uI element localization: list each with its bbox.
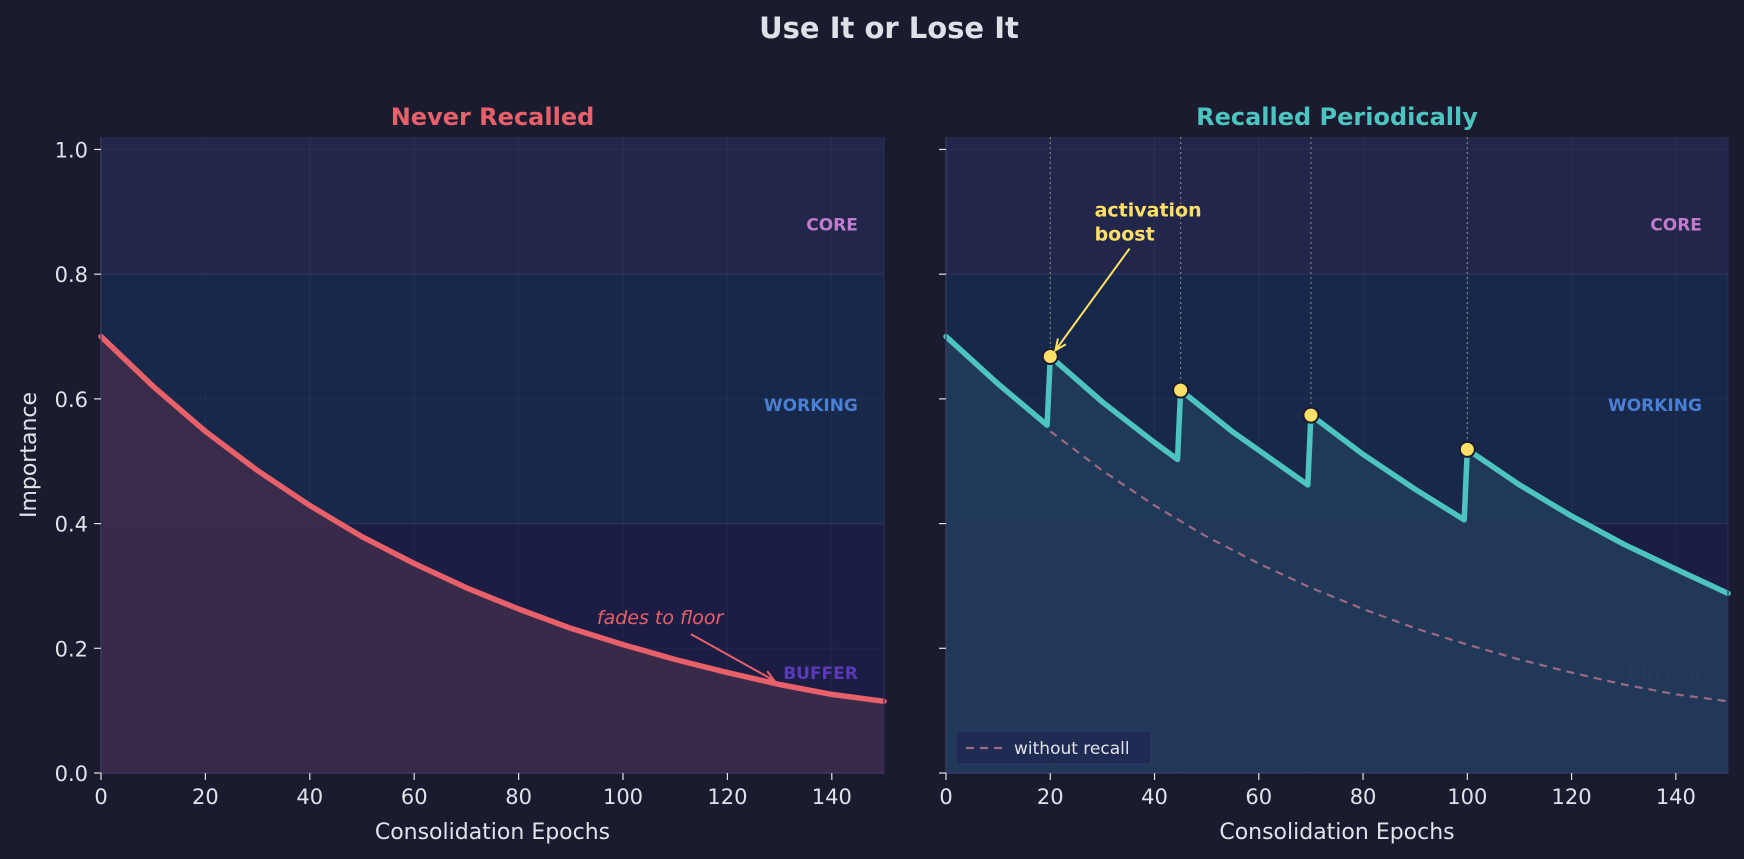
x-tick-label: 80 <box>505 785 532 809</box>
x-axis-label: Consolidation Epochs <box>375 820 610 845</box>
x-tick-label: 140 <box>812 785 852 809</box>
annotation-arrowhead <box>1054 338 1067 353</box>
x-axis-label: Consolidation Epochs <box>1219 820 1454 845</box>
series-line-without-recall <box>1049 430 1729 703</box>
band-core <box>101 137 884 275</box>
band-label-working: WORKING <box>1608 396 1702 416</box>
y-tick-label: 0.6 <box>55 388 88 412</box>
panel-title: Recalled Periodically <box>1196 103 1478 131</box>
boost-point <box>1302 406 1320 424</box>
x-tick-label: 60 <box>1245 785 1272 809</box>
y-tick-label: 1.0 <box>55 138 88 162</box>
legend-box <box>955 730 1152 765</box>
boost-point <box>1172 381 1190 399</box>
legend-label: without recall <box>1014 739 1130 759</box>
x-tick-label: 40 <box>1141 785 1168 809</box>
y-axis-label: Importance <box>17 392 42 518</box>
panel-title: Never Recalled <box>391 103 595 131</box>
annotation-arrow <box>690 633 775 682</box>
x-tick-label: 20 <box>1037 785 1064 809</box>
x-tick-label: 0 <box>94 785 107 809</box>
x-tick-label: 100 <box>603 785 643 809</box>
x-tick-label: 60 <box>401 785 428 809</box>
annotation-text: boost <box>1095 224 1155 246</box>
x-tick-label: 120 <box>707 785 747 809</box>
boost-point <box>1458 440 1476 458</box>
panel-recalled-periodically: BUFFERWORKINGCOREactivationboostwithout … <box>939 103 1731 845</box>
band-core <box>946 137 1728 275</box>
boost-point <box>1041 347 1059 365</box>
band-label-buffer: BUFFER <box>783 664 858 684</box>
series-line-importance <box>98 333 887 705</box>
y-tick-label: 0.4 <box>55 513 88 537</box>
y-tick-label: 0.8 <box>55 263 88 287</box>
y-tick-label: 0.0 <box>55 762 88 786</box>
y-tick-label: 0.2 <box>55 637 88 661</box>
x-tick-label: 120 <box>1552 785 1592 809</box>
x-tick-label: 100 <box>1447 785 1487 809</box>
panel-never-recalled: BUFFER WORKING CORE fades to floor 0 20 40 60 80… <box>17 103 887 845</box>
band-label-core: CORE <box>806 215 858 235</box>
annotation-arrowhead <box>762 670 777 682</box>
x-tick-label: 140 <box>1656 785 1696 809</box>
band-label-working: WORKING <box>764 396 858 416</box>
series-line-importance <box>943 333 1731 597</box>
x-tick-label: 20 <box>192 785 219 809</box>
x-tick-label: 80 <box>1350 785 1377 809</box>
x-tick-label: 0 <box>939 785 952 809</box>
annotation-text: fades to floor <box>597 607 725 629</box>
band-label-core: CORE <box>1650 215 1702 235</box>
x-tick-label: 40 <box>296 785 323 809</box>
figure-title: Use It or Lose It <box>759 11 1019 45</box>
annotation-text: activation <box>1095 200 1202 222</box>
annotation-arrow <box>1054 247 1131 351</box>
